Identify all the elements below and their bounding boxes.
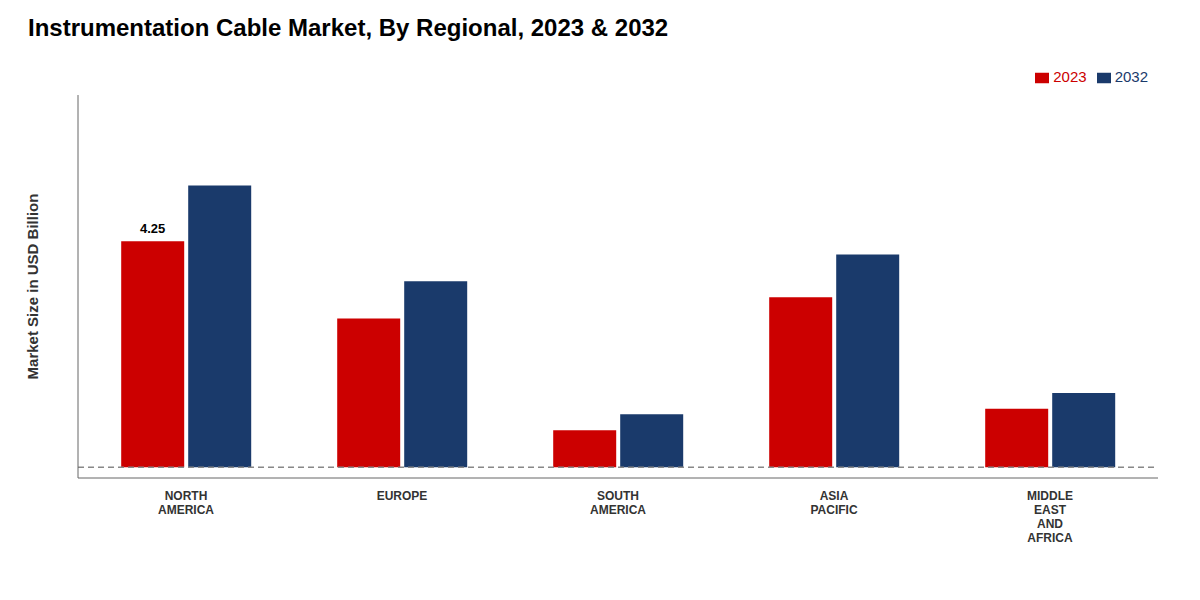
svg-text:SOUTHAMERICA: SOUTHAMERICA <box>590 489 646 517</box>
svg-text:ASIAPACIFIC: ASIAPACIFIC <box>810 489 857 517</box>
svg-text:NORTHAMERICA: NORTHAMERICA <box>158 489 214 517</box>
svg-text:Market Size in USD Billion: Market Size in USD Billion <box>24 194 41 380</box>
html-text:2023: 2023 <box>1053 68 1087 85</box>
html-text:Instrumentation Cable Market,: Instrumentation Cable Market, By Regiona… <box>28 14 669 41</box>
svg-text:4.25: 4.25 <box>140 221 165 236</box>
svg-text:EUROPE: EUROPE <box>377 489 428 503</box>
html-text:2032: 2032 <box>1114 68 1148 85</box>
svg-text:MIDDLEEASTANDAFRICA: MIDDLEEASTANDAFRICA <box>1027 489 1073 545</box>
